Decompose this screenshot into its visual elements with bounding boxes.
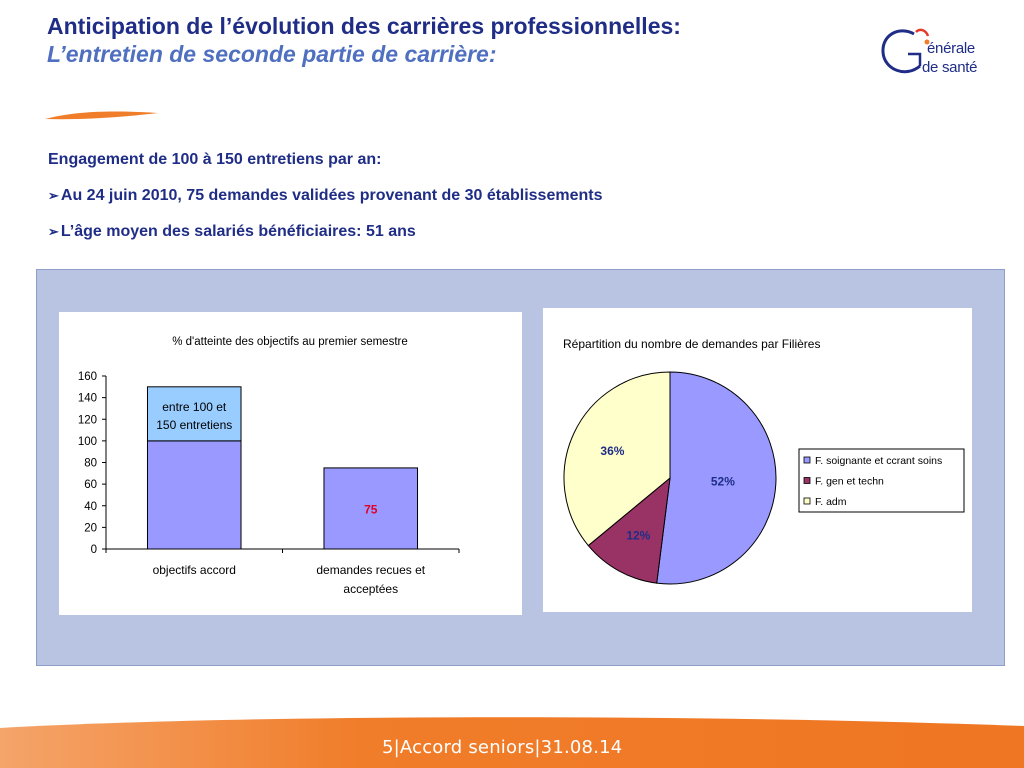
bullet-item-1: ➢ Au 24 juin 2010, 75 demandes validées p… xyxy=(48,187,602,205)
pie-slice-label: 36% xyxy=(600,444,624,458)
y-tick-label: 0 xyxy=(91,544,97,556)
legend-swatch xyxy=(803,477,811,484)
bar-annotation-line1: entre 100 et xyxy=(162,400,227,414)
arrow-bullet-icon: ➢ xyxy=(48,224,59,239)
y-tick-label: 80 xyxy=(84,458,97,470)
pie-chart: Répartition du nombre de demandes par Fi… xyxy=(563,337,965,585)
x-category-label: objectifs accord xyxy=(153,563,236,577)
footer-band xyxy=(0,717,1024,768)
arrow-bullet-icon: ➢ xyxy=(48,188,59,203)
bullet-item-2: ➢ L’âge moyen des salariés bénéficiaires:… xyxy=(48,223,416,241)
bullet-item-1-text: Au 24 juin 2010, 75 demandes validées pr… xyxy=(60,187,603,204)
page-title: Anticipation de l’évolution des carrière… xyxy=(47,13,681,39)
y-tick-label: 100 xyxy=(78,436,97,448)
bar-annotation-line2: 150 entretiens xyxy=(156,418,232,432)
bullets-heading: Engagement de 100 à 150 entretiens par a… xyxy=(48,151,382,168)
bar-segment xyxy=(146,386,242,442)
y-tick-label: 20 xyxy=(84,522,97,534)
legend-entry: F. adm xyxy=(815,496,847,508)
bar-segment xyxy=(146,440,242,550)
x-category-label: acceptées xyxy=(343,582,398,596)
bullet-item-2-text: L’âge moyen des salariés bénéficiaires: … xyxy=(60,223,416,240)
generale-de-sante-logo-icon xyxy=(881,28,930,74)
legend-swatch xyxy=(803,456,811,464)
page-subtitle: L’entretien de seconde partie de carrièr… xyxy=(47,41,497,67)
bar-data-label: 75 xyxy=(364,502,378,516)
y-tick-label: 60 xyxy=(84,479,97,491)
orange-swoosh-decoration xyxy=(45,111,158,120)
y-tick-label: 120 xyxy=(78,414,97,426)
bar-segment xyxy=(323,467,419,550)
pie-chart-container: Répartition du nombre de demandes par Fi… xyxy=(543,308,972,612)
logo-text-line1: énérale xyxy=(927,40,975,57)
footer-text: 5|Accord seniors|31.08.14 xyxy=(382,737,623,758)
legend-entry: F. gen et techn xyxy=(815,476,884,488)
x-category-label: demandes recues et xyxy=(316,563,425,577)
bar-chart-container: % d'atteinte des objectifs au premier se… xyxy=(59,312,522,615)
bar-chart: % d'atteinte des objectifs au premier se… xyxy=(78,336,460,596)
pie-slice xyxy=(563,371,671,547)
pie-slice-label: 52% xyxy=(711,474,735,488)
bar-chart-title: % d'atteinte des objectifs au premier se… xyxy=(172,336,408,348)
company-logo: énérale de santé xyxy=(880,24,1000,86)
legend-swatch xyxy=(803,497,811,505)
pie-chart-title: Répartition du nombre de demandes par Fi… xyxy=(563,337,820,351)
pie-legend-box xyxy=(798,448,965,513)
pie-slice xyxy=(587,476,671,584)
pie-slice-label: 12% xyxy=(626,529,650,543)
y-tick-label: 40 xyxy=(84,501,97,513)
legend-entry: F. soignante et ccrant soins xyxy=(815,455,942,467)
y-tick-label: 140 xyxy=(78,393,97,405)
logo-text-line2: de santé xyxy=(922,59,978,76)
y-tick-label: 160 xyxy=(78,371,97,383)
pie-slice xyxy=(656,371,777,585)
